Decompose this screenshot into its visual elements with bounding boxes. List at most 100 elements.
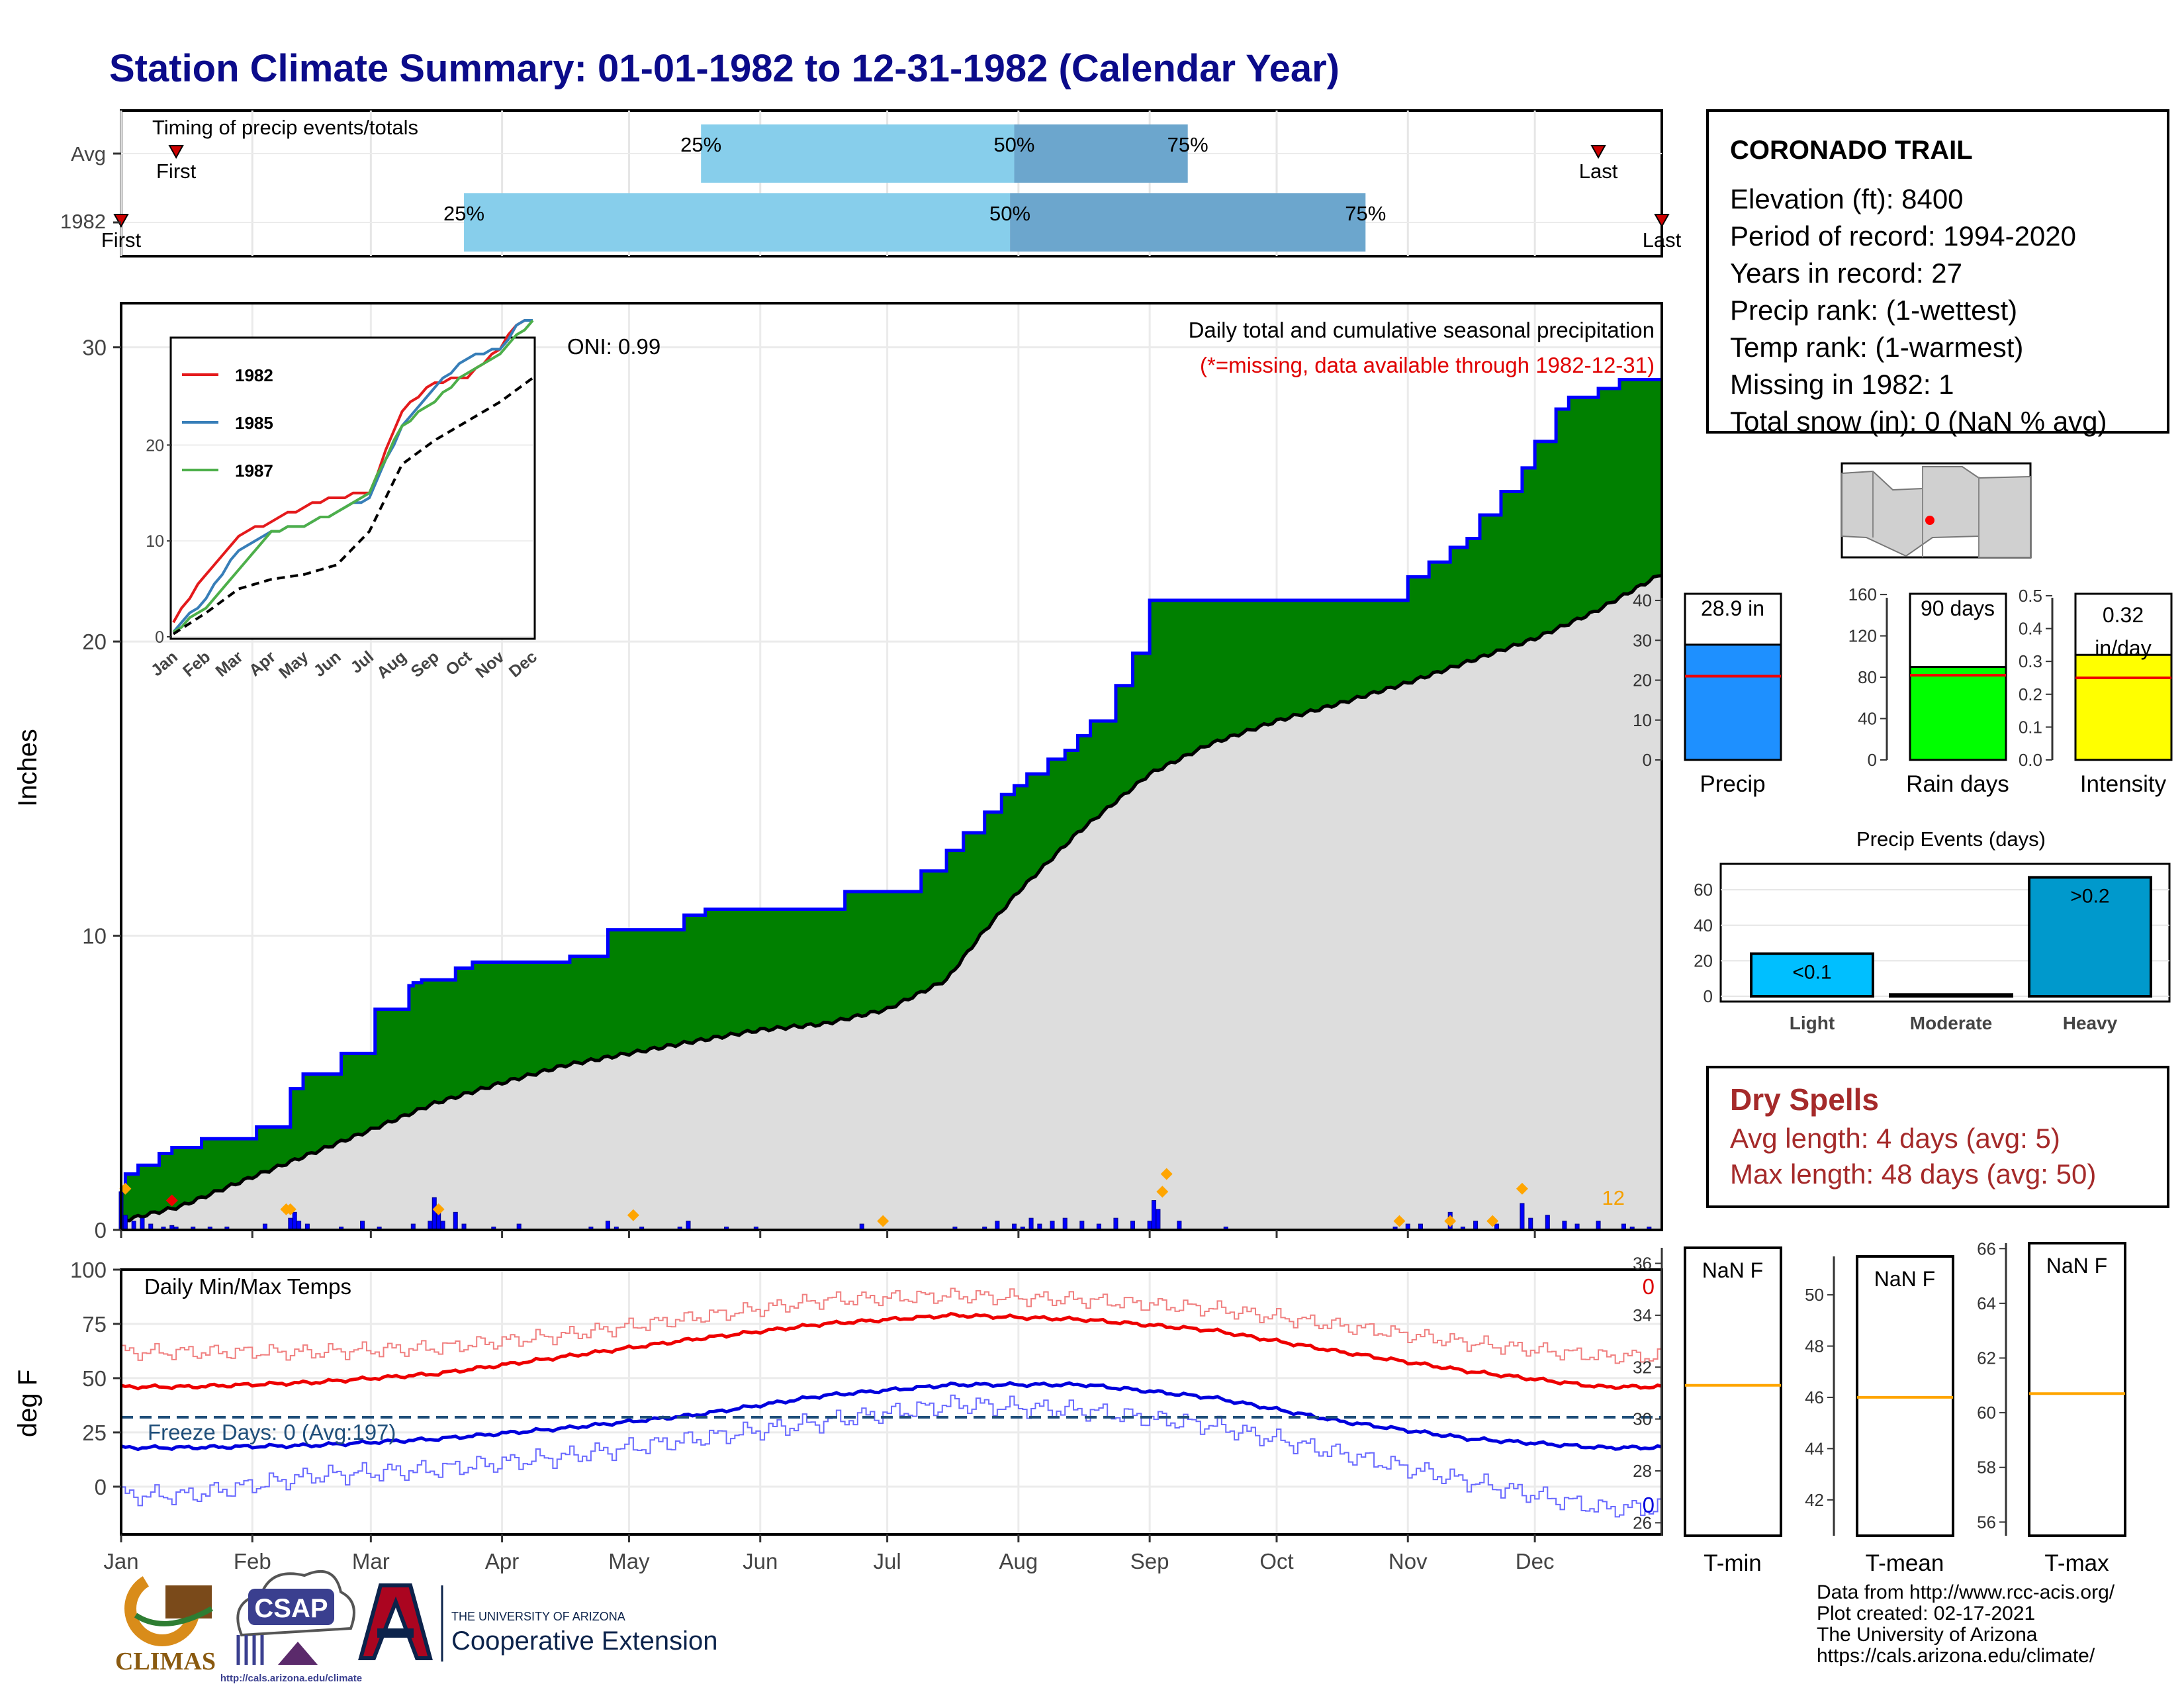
summary-ytick-label: 0.3 bbox=[2019, 651, 2042, 671]
temp-box-ytick-label: 62 bbox=[1977, 1348, 1996, 1368]
inset-ytick-label: 0 bbox=[155, 628, 164, 647]
daily-precip-bar bbox=[292, 1211, 297, 1231]
csap-text: CSAP bbox=[254, 1594, 328, 1623]
month-label: Aug bbox=[999, 1549, 1038, 1573]
daily-precip-bar bbox=[1156, 1209, 1161, 1231]
month-label: Apr bbox=[485, 1549, 519, 1573]
summary-ytick-label: 20 bbox=[1633, 671, 1652, 690]
temp-box-ytick-label: 48 bbox=[1805, 1336, 1824, 1356]
inset-series-line bbox=[172, 377, 534, 635]
timing-last-label: Last bbox=[1643, 228, 1682, 252]
temp-box-value: NaN F bbox=[1874, 1267, 1935, 1291]
credit-line-2: Plot created: 02-17-2021 bbox=[1817, 1603, 2036, 1624]
events-ytick-label: 60 bbox=[1694, 880, 1713, 900]
timing-bar-50-75 bbox=[1014, 124, 1188, 183]
tmax-label: T-max bbox=[2044, 1550, 2109, 1576]
daily-precip-bar bbox=[432, 1197, 437, 1231]
summary-ytick-label: 0 bbox=[1643, 750, 1652, 770]
daily-precip-bar bbox=[1028, 1217, 1034, 1231]
dry-spells-avg: Avg length: 4 days (avg: 5) bbox=[1730, 1123, 2060, 1154]
timing-first-label: First bbox=[156, 160, 197, 183]
timing-last-marker bbox=[1654, 214, 1670, 228]
summary-ytick-label: 0.0 bbox=[2019, 750, 2042, 770]
csap-logo: CSAP http://cals.arizona.edu/climate bbox=[220, 1570, 362, 1684]
max-temp-average-line bbox=[120, 1311, 1662, 1391]
daily-precip-bar bbox=[1520, 1203, 1525, 1231]
timing-bar-25-50 bbox=[464, 193, 1011, 252]
timing-last-label: Last bbox=[1579, 160, 1618, 183]
timing-p75-label: 75% bbox=[1167, 133, 1208, 156]
event-count-label: 12 bbox=[1602, 1186, 1625, 1209]
station-period: Period of record: 1994-2020 bbox=[1730, 220, 2077, 252]
month-label: Jun bbox=[743, 1549, 778, 1573]
temp-box-ytick-label: 28 bbox=[1633, 1461, 1652, 1481]
summary-ytick-label: 0.1 bbox=[2019, 717, 2042, 737]
csap-url: http://cals.arizona.edu/climate bbox=[220, 1673, 362, 1684]
month-axis: Jan Feb Mar Apr May Jun Jul Aug Sep Oct Nov Dec bbox=[103, 1534, 1554, 1573]
credit-line-1: Data from http://www.rcc-acis.org/ bbox=[1817, 1581, 2115, 1603]
climas-text: CLIMAS bbox=[115, 1648, 216, 1675]
month-label: May bbox=[608, 1549, 650, 1573]
timing-bar-25-50 bbox=[701, 124, 1015, 183]
precip-event-marker bbox=[627, 1209, 639, 1221]
precip-events-panel: Precip Events (days) 0 20 40 60 <0.1 >0.2 Lig… bbox=[1694, 827, 2171, 1033]
precip-ytick-label: 10 bbox=[82, 924, 107, 949]
events-bar-light bbox=[1750, 952, 1874, 998]
ua-logo: THE UNIVERSITY OF ARIZONA Cooperative Ex… bbox=[358, 1583, 717, 1662]
daily-precip-bar bbox=[1113, 1217, 1118, 1231]
temp-box-value: NaN F bbox=[2046, 1254, 2107, 1278]
month-label: Oct bbox=[1259, 1549, 1293, 1573]
timing-p25-label: 25% bbox=[443, 202, 484, 225]
tmin-label: T-min bbox=[1704, 1550, 1762, 1576]
timing-row-avg-label: Avg bbox=[71, 142, 106, 165]
climas-logo: CLIMAS bbox=[115, 1571, 216, 1675]
summary-bar-intensity bbox=[2074, 653, 2173, 761]
daily-precip-bar bbox=[140, 1217, 145, 1231]
credits: Data from http://www.rcc-acis.org/ Plot … bbox=[1817, 1582, 2115, 1667]
dry-spells-box: Dry Spells Avg length: 4 days (avg: 5) M… bbox=[1706, 1066, 2169, 1208]
temp-ytick-label: 0 bbox=[95, 1475, 107, 1499]
precip-panel: 0 10 20 30 Daily total and cumulative seaso… bbox=[13, 302, 1663, 1243]
precip-event-marker bbox=[877, 1215, 889, 1227]
precip-event-marker bbox=[1444, 1215, 1457, 1227]
station-info-box: CORONADO TRAIL Elevation (ft): 8400 Peri… bbox=[1706, 109, 2169, 437]
events-bar-heavy bbox=[2028, 876, 2152, 998]
events-ytick-label: 20 bbox=[1694, 951, 1713, 970]
inset-ytick-label: 20 bbox=[146, 436, 164, 455]
timing-p25-label: 25% bbox=[680, 133, 721, 156]
temp-panel: 0 25 50 75 100 Daily Min/Max Temps Freeze Da… bbox=[13, 1258, 1663, 1536]
temp-box-ytick-label: 58 bbox=[1977, 1458, 1996, 1477]
timing-first-marker bbox=[168, 145, 184, 160]
timing-p50-label: 50% bbox=[989, 202, 1030, 225]
daily-precip-bar bbox=[1528, 1217, 1533, 1231]
station-years: Years in record: 27 bbox=[1730, 258, 1962, 289]
temp-box-ytick-label: 32 bbox=[1633, 1357, 1652, 1377]
temp-box-ytick-label: 26 bbox=[1633, 1513, 1652, 1532]
precip-ylabel: Inches bbox=[13, 729, 42, 807]
station-location-dot bbox=[1925, 516, 1934, 525]
precip-bar-label: Precip bbox=[1700, 771, 1765, 797]
station-snow: Total snow (in): 0 (NaN % avg) bbox=[1730, 406, 2107, 437]
precip-event-marker bbox=[284, 1203, 296, 1215]
temp-box-ytick-label: 56 bbox=[1977, 1512, 1996, 1532]
tmean-label: T-mean bbox=[1866, 1550, 1944, 1576]
daily-precip-bar bbox=[1062, 1217, 1068, 1231]
timing-first-label: First bbox=[101, 228, 142, 252]
intensity-bar-label: Intensity bbox=[2080, 771, 2167, 797]
intensity-bar-value: 0.32 bbox=[2103, 603, 2144, 627]
raindays-bar-label: Rain days bbox=[1906, 771, 2009, 797]
daily-precip-bar bbox=[1545, 1215, 1550, 1231]
normal-precip-fill bbox=[121, 575, 1662, 1230]
temp-ylabel: deg F bbox=[13, 1370, 42, 1437]
timing-bar-50-75 bbox=[1010, 193, 1366, 252]
month-label: Feb bbox=[234, 1549, 271, 1573]
temp-summary-boxes: T-min T-mean T-max NaN F 26 28 30 32 34 36 NaN … bbox=[1633, 1239, 2126, 1576]
temp-box-ytick-label: 44 bbox=[1805, 1438, 1824, 1458]
precip-event-marker bbox=[1516, 1182, 1528, 1195]
month-label: Jul bbox=[874, 1549, 901, 1573]
oni-label: ONI: 0.99 bbox=[567, 334, 660, 359]
summary-ytick-label: 80 bbox=[1858, 667, 1877, 687]
credit-line-3: The University of Arizona bbox=[1817, 1624, 2038, 1646]
ua-small-text: THE UNIVERSITY OF ARIZONA bbox=[451, 1610, 625, 1623]
